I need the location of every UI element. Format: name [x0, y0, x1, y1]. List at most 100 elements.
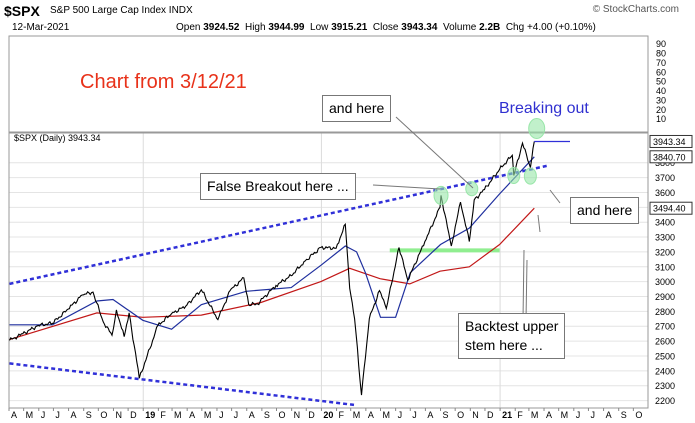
callout-leader-line [549, 189, 561, 204]
x-tick-label: N [472, 410, 479, 420]
x-tick-label: N [294, 410, 301, 420]
low-label: Low [310, 22, 329, 33]
x-tick-label: S [264, 410, 270, 420]
x-tick-label: F [339, 410, 345, 420]
chart-from-label: Chart from 3/12/21 [80, 71, 247, 93]
x-tick-label: A [368, 410, 374, 420]
x-tick-label: A [11, 410, 17, 420]
x-tick-label: D [487, 410, 494, 420]
indicator-tick-label: 40 [656, 86, 666, 96]
callout-leader-line [395, 116, 474, 189]
and-here-top-callout: and here [322, 95, 392, 122]
indicator-tick-label: 60 [656, 67, 666, 77]
callout-leader-line [522, 249, 525, 321]
y-tick-label: 3300 [655, 233, 675, 243]
x-tick-label: A [249, 410, 255, 420]
backtest-line2: stem here ... [465, 337, 543, 353]
y-tick-label: 3100 [655, 262, 675, 272]
x-tick-label: M [353, 410, 361, 420]
x-tick-label: O [457, 410, 464, 420]
x-tick-label: 19 [145, 410, 155, 420]
x-tick-label: 20 [323, 410, 333, 420]
x-tick-label: F [517, 410, 523, 420]
high-value: 3944.99 [268, 22, 305, 33]
open-value: 3924.52 [203, 22, 240, 33]
indicator-tick-label: 90 [656, 39, 666, 49]
y-tick-label: 3600 [655, 188, 675, 198]
backtest-line1: Backtest upper [465, 318, 559, 334]
y-tick-label: 2200 [655, 396, 675, 406]
ma-short-line [9, 156, 535, 330]
indicator-tick-label: 80 [656, 49, 666, 59]
chg-value: +4.00 (+0.10%) [526, 22, 596, 33]
callout-leader-line [537, 214, 541, 233]
x-tick-label: N [115, 410, 122, 420]
x-tick-label: J [234, 410, 239, 420]
breaking-out-label: Breaking out [499, 100, 589, 117]
close-label: Close [372, 22, 399, 33]
volume-value: 2.2B [479, 22, 501, 33]
chg-label: Chg [505, 22, 525, 33]
x-tick-label: F [160, 410, 166, 420]
index-name: S&P 500 Large Cap Index INDX [50, 5, 193, 16]
open-label: Open [176, 22, 201, 33]
y-tick-label: 3000 [655, 277, 675, 287]
x-tick-label: A [189, 410, 195, 420]
x-tick-label: M [382, 410, 390, 420]
high-label: High [244, 22, 266, 33]
low-value: 3915.21 [331, 22, 368, 33]
x-tick-label: O [635, 410, 642, 420]
y-tick-label: 2700 [655, 322, 675, 332]
y-tick-label: 3400 [655, 218, 675, 228]
x-tick-label: O [100, 410, 107, 420]
callout-leader-line [372, 184, 441, 190]
highlight-marker [433, 185, 449, 205]
x-tick-label: D [308, 410, 315, 420]
x-tick-label: M [174, 410, 182, 420]
value-label: 3494.40 [653, 204, 686, 214]
x-tick-label: S [621, 410, 627, 420]
x-tick-label: J [55, 410, 60, 420]
value-label: 3943.34 [653, 137, 686, 147]
y-tick-label: 3200 [655, 247, 675, 257]
x-tick-label: 21 [502, 410, 512, 420]
x-tick-label: J [412, 410, 417, 420]
x-tick-label: A [606, 410, 612, 420]
chart-axes: 2200 2300 2400 2500 2600 2700 2800 2900 3000 3100… [8, 35, 693, 420]
chart-marks: Chart from 3/12/21 Breaking out [80, 71, 589, 321]
chart-lines [9, 141, 548, 407]
close-value: 3943.34 [401, 22, 438, 33]
x-tick-label: J [576, 410, 581, 420]
x-tick-label: J [590, 410, 595, 420]
y-tick-label: 2500 [655, 351, 675, 361]
x-tick-label: S [443, 410, 449, 420]
x-tick-label: A [71, 410, 77, 420]
y-tick-label: 2400 [655, 366, 675, 376]
x-tick-label: O [279, 410, 286, 420]
x-tick-label: M [26, 410, 34, 420]
value-label: 3840.70 [653, 152, 686, 162]
x-tick-label: M [204, 410, 212, 420]
indicator-tick-label: 30 [656, 95, 666, 105]
y-tick-label: 2900 [655, 292, 675, 302]
value-label-box [649, 201, 693, 215]
x-tick-label: J [41, 410, 46, 420]
chart-date: 12-Mar-2021 [12, 22, 70, 33]
x-tick-label: J [398, 410, 403, 420]
symbol: $SPX [4, 3, 40, 19]
trendline-upper [9, 164, 548, 286]
indicator-tick-label: 50 [656, 77, 666, 87]
chart-header: $SPX S&P 500 Large Cap Index INDX © Stoc… [0, 0, 695, 36]
highlight-marker [528, 118, 546, 140]
brand-label[interactable]: © StockCharts.com [592, 4, 679, 15]
y-tick-label: 2300 [655, 381, 675, 391]
x-tick-label: A [546, 410, 552, 420]
x-tick-label: A [427, 410, 433, 420]
volume-label: Volume [442, 22, 477, 33]
indicator-tick-label: 70 [656, 58, 666, 68]
value-label-box [649, 150, 693, 164]
callout-leader-line [525, 259, 528, 321]
y-tick-label: 3700 [655, 173, 675, 183]
trendline-lower [9, 362, 356, 407]
value-label-box [649, 134, 693, 148]
